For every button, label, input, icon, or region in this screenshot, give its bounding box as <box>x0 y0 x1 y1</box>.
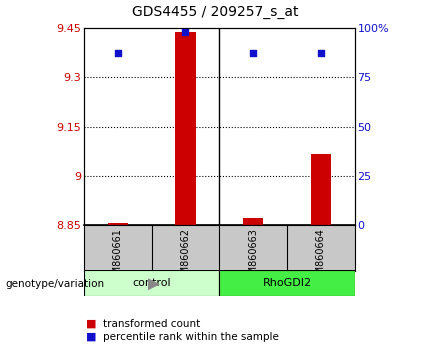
Text: RhoGDI2: RhoGDI2 <box>262 278 312 288</box>
Bar <box>84 270 219 296</box>
Text: GSM860664: GSM860664 <box>316 228 326 287</box>
Text: percentile rank within the sample: percentile rank within the sample <box>103 332 279 342</box>
Polygon shape <box>148 278 160 290</box>
Text: transformed count: transformed count <box>103 319 200 329</box>
Bar <box>311 154 331 225</box>
Point <box>182 29 189 35</box>
Point <box>114 50 121 56</box>
Text: ■: ■ <box>86 332 96 342</box>
Text: GSM860663: GSM860663 <box>248 228 258 287</box>
Bar <box>175 32 196 225</box>
Text: genotype/variation: genotype/variation <box>5 279 104 289</box>
Bar <box>219 270 355 296</box>
Point <box>250 50 257 56</box>
Text: control: control <box>132 278 171 288</box>
Text: GDS4455 / 209257_s_at: GDS4455 / 209257_s_at <box>132 5 298 19</box>
Bar <box>108 223 128 225</box>
Bar <box>243 218 263 225</box>
Text: ■: ■ <box>86 319 96 329</box>
Text: GSM860662: GSM860662 <box>181 228 190 287</box>
Text: GSM860661: GSM860661 <box>113 228 123 287</box>
Point <box>317 50 324 56</box>
